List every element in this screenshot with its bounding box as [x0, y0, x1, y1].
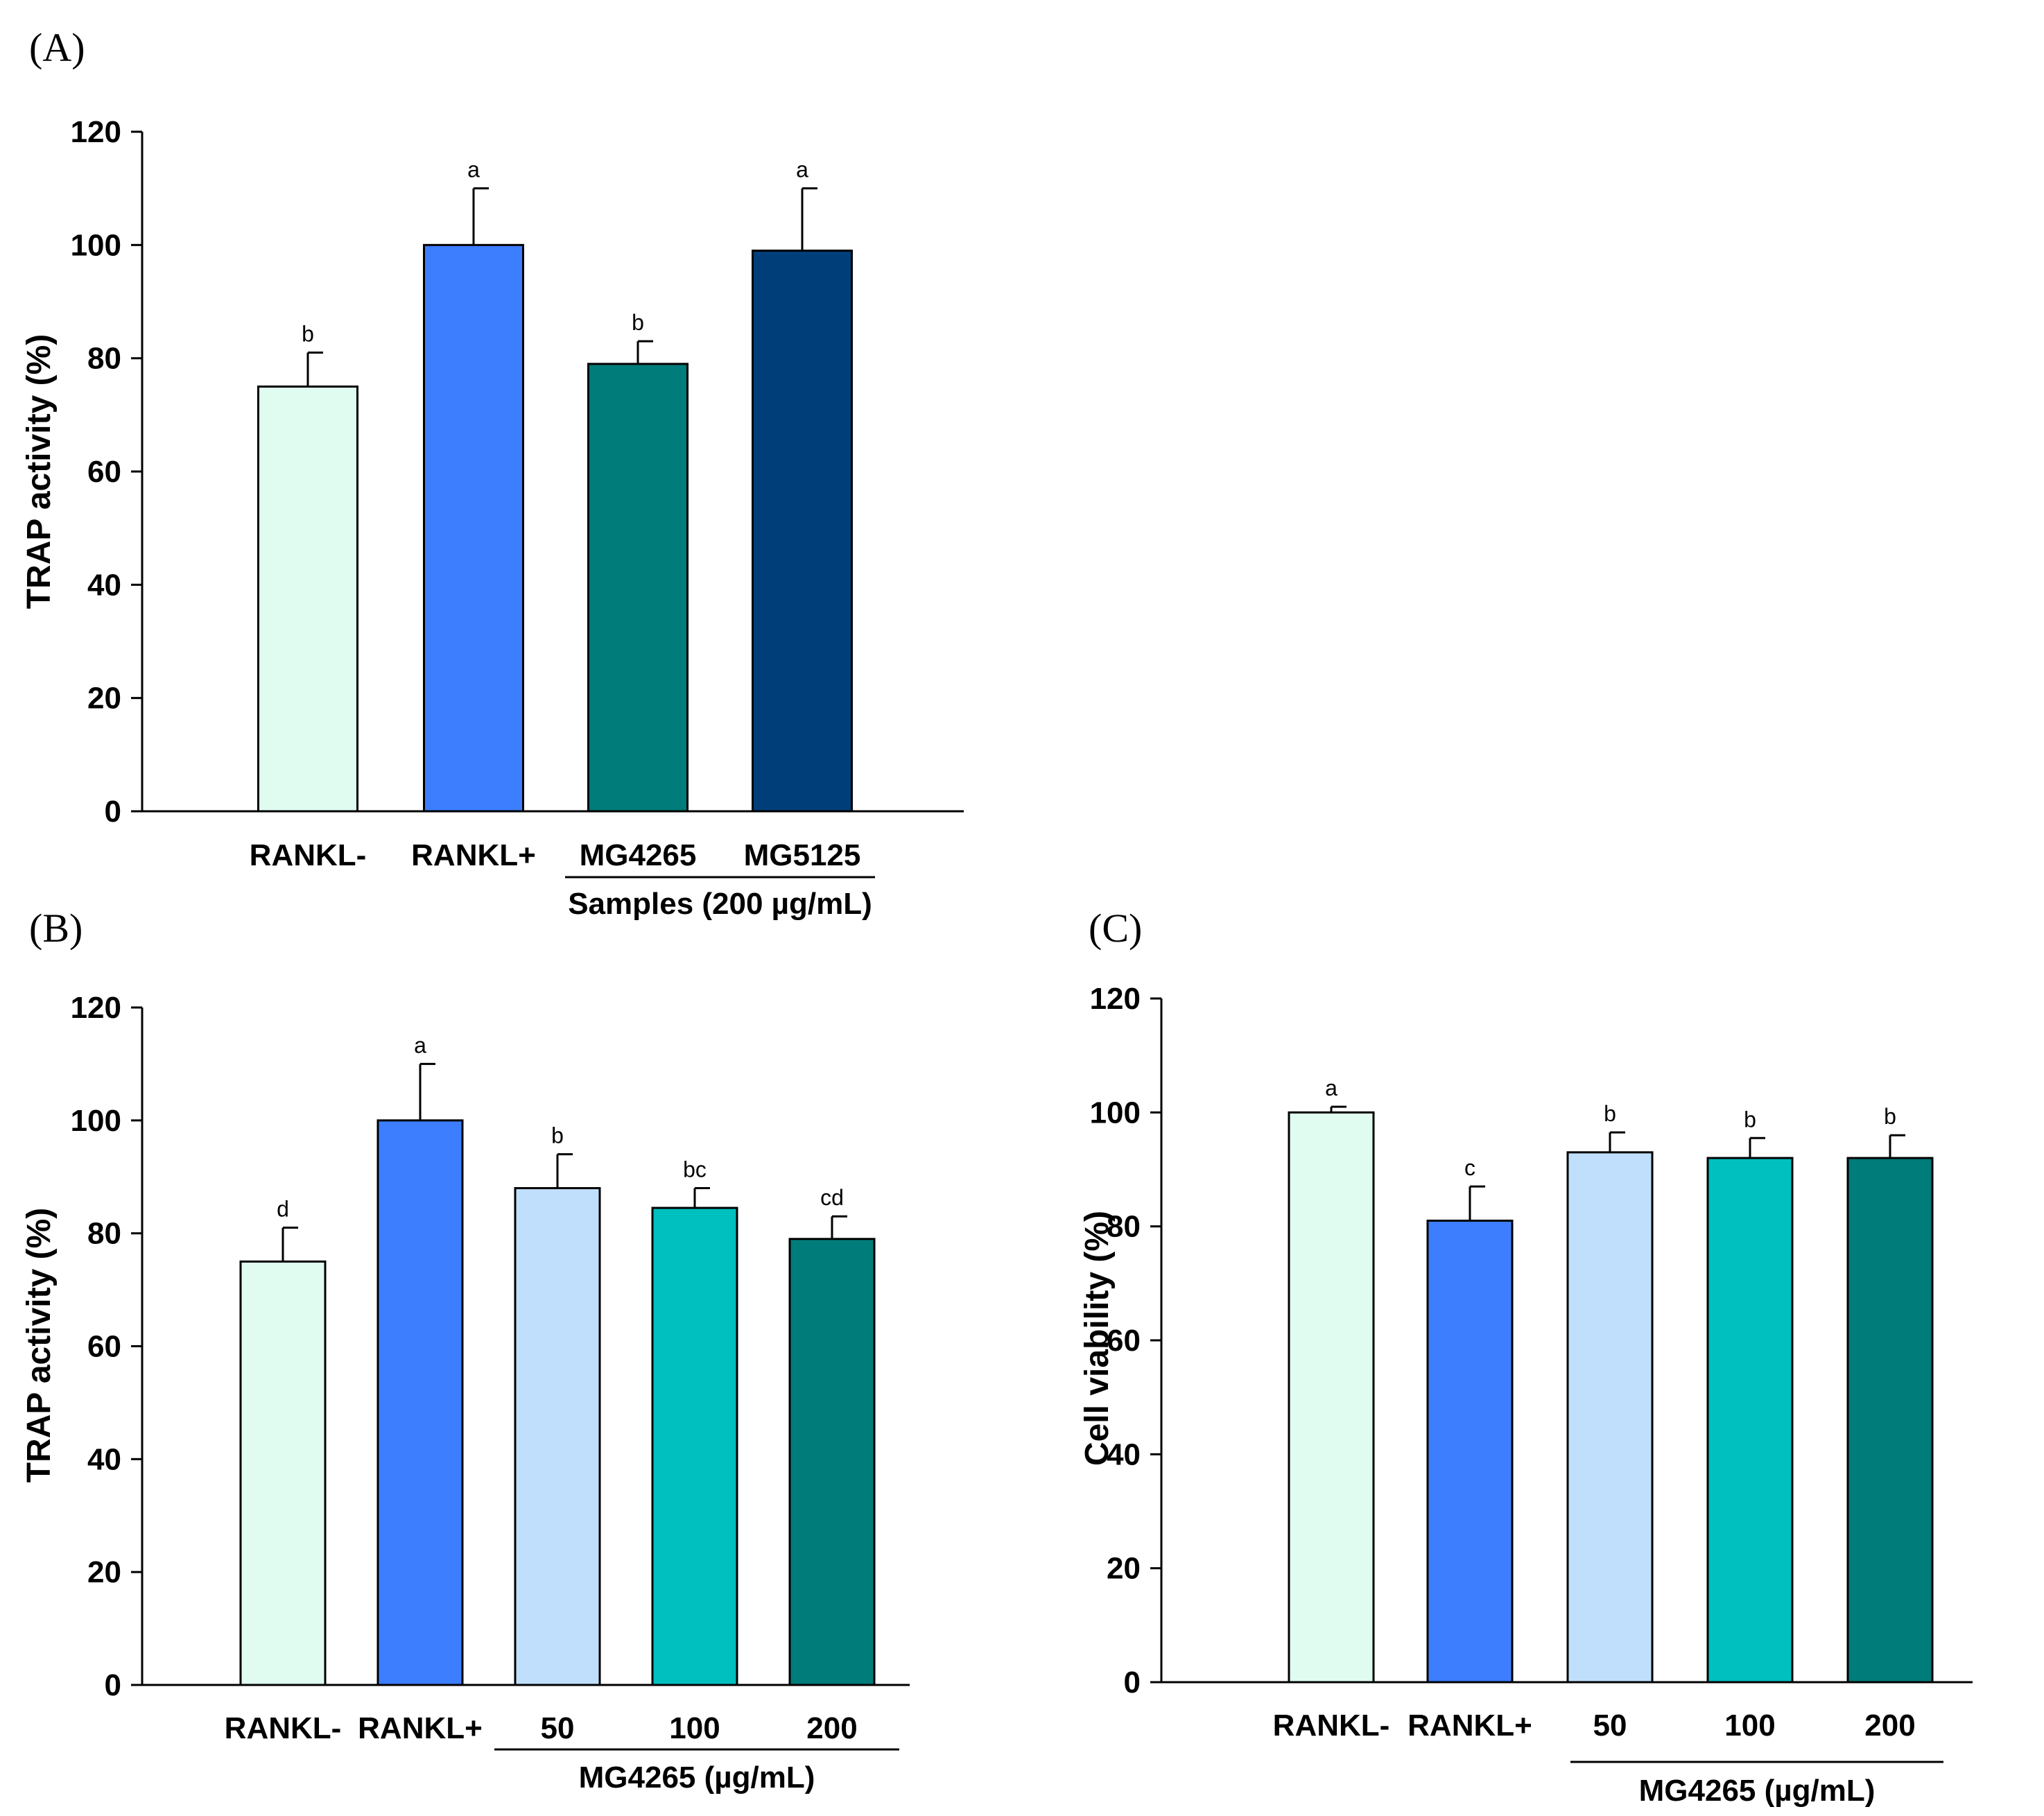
y-tick-label: 80	[87, 1217, 121, 1251]
x-category-label: RANKL+	[358, 1711, 483, 1745]
significance-label: b	[302, 322, 314, 347]
significance-label: a	[796, 157, 808, 182]
y-tick-label: 20	[87, 1555, 121, 1589]
x-category-label: 100	[1724, 1709, 1775, 1743]
x-category-label: RANKL+	[1408, 1709, 1532, 1743]
bar	[752, 250, 853, 813]
significance-label: bc	[683, 1157, 707, 1182]
significance-label: a	[1325, 1075, 1337, 1100]
x-category-label: 50	[1593, 1709, 1627, 1743]
chart-panel-1: (A) 0 20 40 60 80 100 120 TRAP activity (%) b RANK…	[21, 25, 964, 921]
significance-label: b	[1604, 1101, 1616, 1126]
y-tick-label: 0	[105, 1668, 121, 1702]
bar	[1706, 1157, 1794, 1684]
y-tick-label: 20	[87, 682, 121, 716]
significance-label: b	[1884, 1104, 1896, 1129]
y-tick-label: 0	[105, 795, 121, 829]
bar	[1566, 1151, 1654, 1684]
significance-label: c	[1464, 1155, 1475, 1180]
bar	[257, 386, 358, 813]
x-category-label: MG4265	[580, 838, 697, 872]
panel-letter: (C)	[1089, 906, 1142, 951]
group-label: Samples (200 µg/mL)	[568, 887, 872, 921]
y-tick-label: 120	[71, 991, 121, 1025]
x-category-label: 200	[806, 1711, 857, 1745]
y-axis-title: Cell viability (%)	[1079, 1211, 1116, 1466]
panel-letter: (A)	[29, 25, 85, 70]
group-label: MG4265 (µg/mL)	[1639, 1774, 1876, 1808]
significance-label: a	[414, 1032, 426, 1057]
y-tick-label: 120	[1090, 982, 1141, 1016]
x-category-label: 200	[1864, 1709, 1915, 1743]
x-category-label: MG5125	[744, 838, 861, 872]
significance-label: cd	[820, 1185, 844, 1210]
x-category-label: 50	[541, 1711, 575, 1745]
chart-panel-2: (B) 0 20 40 60 80 100 120 TRAP activity (%) d RANK…	[21, 906, 910, 1795]
significance-label: b	[551, 1123, 564, 1148]
bar	[239, 1260, 327, 1686]
y-tick-label: 100	[1090, 1096, 1141, 1130]
group-label: MG4265 (µg/mL)	[579, 1761, 815, 1795]
y-tick-label: 40	[1107, 1437, 1141, 1471]
y-tick-label: 120	[71, 115, 121, 149]
y-tick-label: 20	[1107, 1552, 1141, 1586]
y-tick-label: 100	[71, 1104, 121, 1138]
significance-label: b	[1744, 1107, 1756, 1132]
y-tick-label: 40	[87, 1442, 121, 1476]
bar	[1846, 1157, 1934, 1684]
bar	[788, 1238, 876, 1686]
y-axis-title: TRAP activity (%)	[21, 1208, 58, 1483]
bar	[376, 1119, 464, 1686]
y-tick-label: 80	[87, 342, 121, 376]
bar	[423, 243, 524, 813]
x-category-label: RANKL-	[1273, 1709, 1390, 1743]
x-category-label: 100	[669, 1711, 720, 1745]
y-tick-label: 80	[1107, 1210, 1141, 1244]
significance-label: d	[277, 1197, 289, 1222]
significance-label: a	[467, 157, 480, 182]
y-tick-label: 60	[1107, 1324, 1141, 1358]
x-category-label: RANKL-	[250, 838, 367, 872]
y-axis-title: TRAP activity (%)	[21, 334, 58, 609]
bar	[514, 1187, 601, 1686]
panel-letter: (B)	[29, 906, 83, 951]
significance-label: b	[632, 310, 644, 335]
bar	[651, 1207, 738, 1686]
y-tick-label: 60	[87, 1330, 121, 1364]
chart-panel-3: (C) 0 20 40 60 80 100 120 Cell viability (%) a RAN…	[1079, 906, 1973, 1808]
y-tick-label: 0	[1124, 1666, 1141, 1700]
y-tick-label: 40	[87, 568, 121, 602]
bar	[587, 363, 688, 813]
bar	[1288, 1111, 1375, 1684]
y-tick-label: 100	[71, 228, 121, 262]
bar	[1426, 1219, 1514, 1684]
x-category-label: RANKL-	[225, 1711, 342, 1745]
y-tick-label: 60	[87, 455, 121, 489]
x-category-label: RANKL+	[411, 838, 536, 872]
